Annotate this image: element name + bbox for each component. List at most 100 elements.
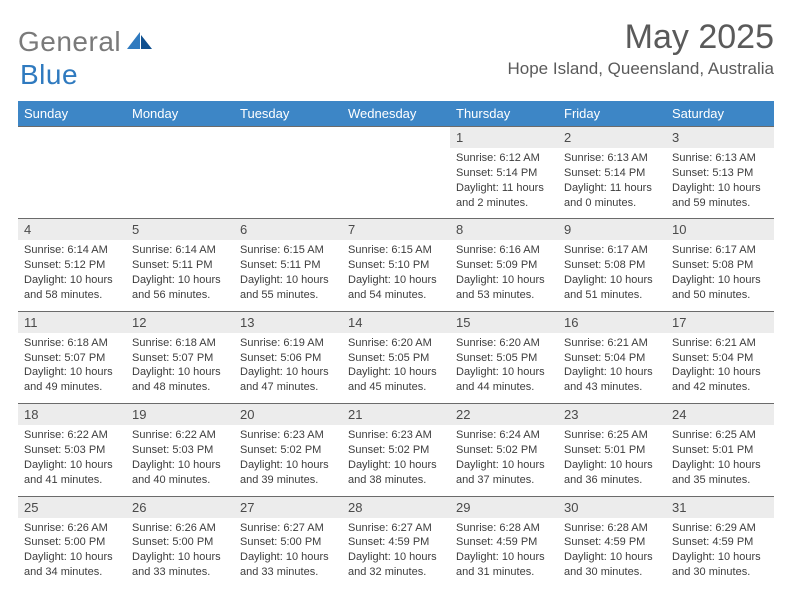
day-number: 3 bbox=[666, 127, 774, 149]
sunset-text: Sunset: 5:08 PM bbox=[564, 258, 660, 273]
sunrise-text: Sunrise: 6:28 AM bbox=[456, 521, 552, 536]
sunrise-text: Sunrise: 6:18 AM bbox=[132, 336, 228, 351]
sunrise-text: Sunrise: 6:27 AM bbox=[348, 521, 444, 536]
day-detail: Sunrise: 6:29 AMSunset: 4:59 PMDaylight:… bbox=[666, 518, 774, 588]
day-detail: Sunrise: 6:23 AMSunset: 5:02 PMDaylight:… bbox=[342, 425, 450, 496]
day-detail: Sunrise: 6:17 AMSunset: 5:08 PMDaylight:… bbox=[666, 240, 774, 311]
daylight-text: Daylight: 10 hours and 33 minutes. bbox=[240, 550, 336, 580]
day-number: 16 bbox=[558, 311, 666, 333]
daylight-text: Daylight: 11 hours and 2 minutes. bbox=[456, 181, 552, 211]
empty-cell bbox=[18, 148, 126, 219]
sunset-text: Sunset: 5:12 PM bbox=[24, 258, 120, 273]
sunset-text: Sunset: 5:02 PM bbox=[456, 443, 552, 458]
day-detail-row: Sunrise: 6:26 AMSunset: 5:00 PMDaylight:… bbox=[18, 518, 774, 588]
day-detail: Sunrise: 6:25 AMSunset: 5:01 PMDaylight:… bbox=[558, 425, 666, 496]
sunset-text: Sunset: 5:02 PM bbox=[240, 443, 336, 458]
sunset-text: Sunset: 5:05 PM bbox=[348, 351, 444, 366]
empty-cell bbox=[342, 148, 450, 219]
day-number: 27 bbox=[234, 496, 342, 518]
day-detail: Sunrise: 6:20 AMSunset: 5:05 PMDaylight:… bbox=[342, 333, 450, 404]
day-detail: Sunrise: 6:26 AMSunset: 5:00 PMDaylight:… bbox=[18, 518, 126, 588]
brand-general: General bbox=[18, 26, 121, 58]
daylight-text: Daylight: 10 hours and 48 minutes. bbox=[132, 365, 228, 395]
daylight-text: Daylight: 10 hours and 41 minutes. bbox=[24, 458, 120, 488]
sunrise-text: Sunrise: 6:17 AM bbox=[672, 243, 768, 258]
sunrise-text: Sunrise: 6:16 AM bbox=[456, 243, 552, 258]
sunset-text: Sunset: 5:10 PM bbox=[348, 258, 444, 273]
sunset-text: Sunset: 5:11 PM bbox=[132, 258, 228, 273]
sunrise-text: Sunrise: 6:29 AM bbox=[672, 521, 768, 536]
day-detail: Sunrise: 6:28 AMSunset: 4:59 PMDaylight:… bbox=[558, 518, 666, 588]
weekday-header: Sunday bbox=[18, 101, 126, 127]
sunset-text: Sunset: 5:14 PM bbox=[564, 166, 660, 181]
day-detail: Sunrise: 6:14 AMSunset: 5:12 PMDaylight:… bbox=[18, 240, 126, 311]
day-number-row: 11121314151617 bbox=[18, 311, 774, 333]
day-number: 22 bbox=[450, 404, 558, 426]
day-number-row: 18192021222324 bbox=[18, 404, 774, 426]
day-detail: Sunrise: 6:18 AMSunset: 5:07 PMDaylight:… bbox=[18, 333, 126, 404]
day-detail: Sunrise: 6:14 AMSunset: 5:11 PMDaylight:… bbox=[126, 240, 234, 311]
day-number: 7 bbox=[342, 219, 450, 241]
day-number: 19 bbox=[126, 404, 234, 426]
day-detail: Sunrise: 6:15 AMSunset: 5:10 PMDaylight:… bbox=[342, 240, 450, 311]
day-detail: Sunrise: 6:19 AMSunset: 5:06 PMDaylight:… bbox=[234, 333, 342, 404]
day-number: 25 bbox=[18, 496, 126, 518]
day-detail-row: Sunrise: 6:18 AMSunset: 5:07 PMDaylight:… bbox=[18, 333, 774, 404]
sunrise-text: Sunrise: 6:13 AM bbox=[672, 151, 768, 166]
calendar-page: General May 2025 Hope Island, Queensland… bbox=[0, 0, 792, 612]
day-number: 10 bbox=[666, 219, 774, 241]
day-number: 8 bbox=[450, 219, 558, 241]
day-number-row: 45678910 bbox=[18, 219, 774, 241]
sunrise-text: Sunrise: 6:20 AM bbox=[348, 336, 444, 351]
sunrise-text: Sunrise: 6:21 AM bbox=[672, 336, 768, 351]
empty-cell bbox=[342, 127, 450, 149]
day-detail: Sunrise: 6:20 AMSunset: 5:05 PMDaylight:… bbox=[450, 333, 558, 404]
day-detail: Sunrise: 6:17 AMSunset: 5:08 PMDaylight:… bbox=[558, 240, 666, 311]
sunset-text: Sunset: 5:09 PM bbox=[456, 258, 552, 273]
daylight-text: Daylight: 11 hours and 0 minutes. bbox=[564, 181, 660, 211]
sunrise-text: Sunrise: 6:19 AM bbox=[240, 336, 336, 351]
daylight-text: Daylight: 10 hours and 30 minutes. bbox=[672, 550, 768, 580]
daylight-text: Daylight: 10 hours and 34 minutes. bbox=[24, 550, 120, 580]
daylight-text: Daylight: 10 hours and 56 minutes. bbox=[132, 273, 228, 303]
day-number: 11 bbox=[18, 311, 126, 333]
day-detail: Sunrise: 6:23 AMSunset: 5:02 PMDaylight:… bbox=[234, 425, 342, 496]
sunrise-text: Sunrise: 6:25 AM bbox=[672, 428, 768, 443]
sunset-text: Sunset: 5:01 PM bbox=[672, 443, 768, 458]
sunrise-text: Sunrise: 6:18 AM bbox=[24, 336, 120, 351]
day-number: 13 bbox=[234, 311, 342, 333]
day-number: 29 bbox=[450, 496, 558, 518]
daylight-text: Daylight: 10 hours and 38 minutes. bbox=[348, 458, 444, 488]
empty-cell bbox=[234, 127, 342, 149]
day-detail: Sunrise: 6:28 AMSunset: 4:59 PMDaylight:… bbox=[450, 518, 558, 588]
sunset-text: Sunset: 5:07 PM bbox=[24, 351, 120, 366]
calendar-table: Sunday Monday Tuesday Wednesday Thursday… bbox=[18, 101, 774, 588]
day-number: 9 bbox=[558, 219, 666, 241]
sunrise-text: Sunrise: 6:22 AM bbox=[24, 428, 120, 443]
day-number: 24 bbox=[666, 404, 774, 426]
sunset-text: Sunset: 5:14 PM bbox=[456, 166, 552, 181]
sunset-text: Sunset: 4:59 PM bbox=[564, 535, 660, 550]
sunrise-text: Sunrise: 6:26 AM bbox=[132, 521, 228, 536]
weekday-header: Thursday bbox=[450, 101, 558, 127]
sunset-text: Sunset: 5:03 PM bbox=[132, 443, 228, 458]
sunset-text: Sunset: 5:08 PM bbox=[672, 258, 768, 273]
sunrise-text: Sunrise: 6:21 AM bbox=[564, 336, 660, 351]
daylight-text: Daylight: 10 hours and 47 minutes. bbox=[240, 365, 336, 395]
sunrise-text: Sunrise: 6:15 AM bbox=[348, 243, 444, 258]
sunset-text: Sunset: 5:03 PM bbox=[24, 443, 120, 458]
sunrise-text: Sunrise: 6:12 AM bbox=[456, 151, 552, 166]
day-number: 6 bbox=[234, 219, 342, 241]
sunset-text: Sunset: 4:59 PM bbox=[456, 535, 552, 550]
location-text: Hope Island, Queensland, Australia bbox=[507, 59, 774, 79]
sunrise-text: Sunrise: 6:14 AM bbox=[132, 243, 228, 258]
sunrise-text: Sunrise: 6:25 AM bbox=[564, 428, 660, 443]
sunrise-text: Sunrise: 6:22 AM bbox=[132, 428, 228, 443]
weekday-header: Saturday bbox=[666, 101, 774, 127]
sunset-text: Sunset: 5:06 PM bbox=[240, 351, 336, 366]
day-detail: Sunrise: 6:13 AMSunset: 5:14 PMDaylight:… bbox=[558, 148, 666, 219]
empty-cell bbox=[234, 148, 342, 219]
sunset-text: Sunset: 5:13 PM bbox=[672, 166, 768, 181]
day-detail: Sunrise: 6:22 AMSunset: 5:03 PMDaylight:… bbox=[126, 425, 234, 496]
day-detail: Sunrise: 6:27 AMSunset: 5:00 PMDaylight:… bbox=[234, 518, 342, 588]
